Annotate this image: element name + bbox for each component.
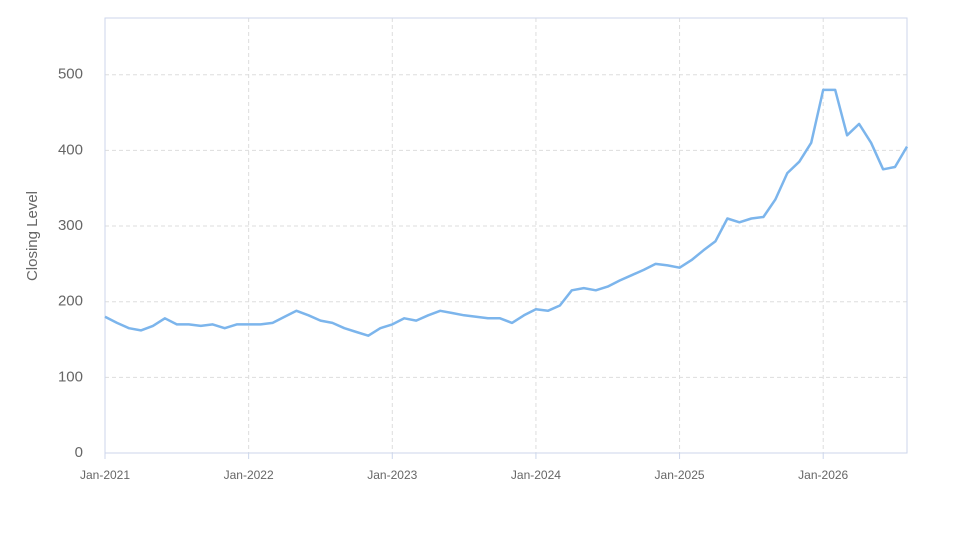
y-tick-label: 300 (58, 217, 83, 234)
y-tick-label: 200 (58, 293, 83, 310)
x-tick-label: Jan-2022 (224, 468, 274, 482)
x-tick-label: Jan-2021 (80, 468, 130, 482)
x-tick-label: Jan-2024 (511, 468, 561, 482)
y-tick-label: 500 (58, 66, 83, 83)
plot-border (104, 17, 908, 454)
y-tick-label: 400 (58, 141, 83, 158)
line (104, 88, 909, 337)
x-tick-label: Jan-2025 (655, 468, 705, 482)
y-tick-label: 0 (75, 444, 83, 461)
x-tick-label: Jan-2026 (798, 468, 848, 482)
y-tick-label: 100 (58, 368, 83, 385)
y-axis-label: Closing Level (24, 191, 41, 281)
x-tick-label: Jan-2023 (367, 468, 417, 482)
